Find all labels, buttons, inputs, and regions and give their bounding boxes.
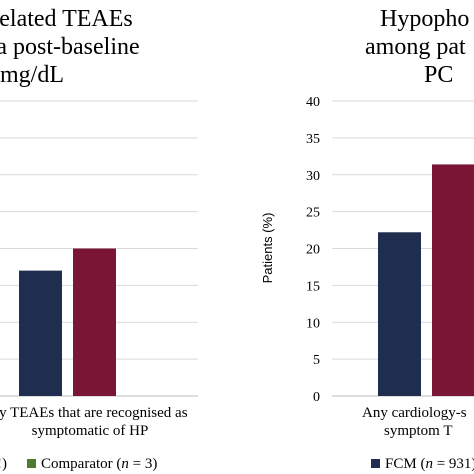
left-chart-title-line-3: mg/dL (0, 62, 64, 88)
left-legend-cutoff-fragment: !) (0, 456, 7, 472)
y-tick-label: 40 (306, 95, 320, 110)
left-category-label-line-1: ay TEAEs that are recognised as (0, 405, 188, 421)
bar-comparator (432, 164, 474, 396)
y-tick-label: 20 (306, 243, 320, 258)
left-plot-area (0, 100, 198, 397)
left-legend: Comparator (n = 3) (27, 456, 157, 472)
right-chart-title-line-1: Hypophо (380, 6, 469, 32)
right-y-axis-label: Patients (%) (260, 213, 275, 284)
legend-label-fcm: FCM (n = 931) (385, 456, 474, 472)
right-chart-title-line-3: PC (424, 62, 453, 88)
right-category-label-line-1: Any cardiology-s (362, 405, 467, 421)
bar-fcm (19, 270, 62, 396)
right-category-label-line-2: symptom T (384, 423, 452, 439)
left-category-label-line-2: symptomatic of HP (32, 423, 149, 439)
right-chart-title-line-2: among pat (365, 34, 466, 60)
y-tick-label: 10 (306, 316, 320, 331)
legend-swatch-fcm (371, 459, 380, 468)
y-tick-label: 25 (306, 206, 320, 221)
y-tick-label: 15 (306, 279, 320, 294)
y-tick-label: 30 (306, 169, 320, 184)
right-legend: FCM (n = 931) (371, 456, 474, 472)
bar-comparator (73, 248, 116, 396)
left-chart-title-line-2: a post-baseline (0, 34, 140, 60)
right-plot-area: 0 5 10 15 20 25 30 35 40 (306, 95, 474, 405)
left-chart-title-line-1: related TEAEs (0, 6, 133, 32)
y-tick-label: 35 (306, 132, 320, 147)
legend-swatch-comparator (27, 459, 36, 468)
y-tick-label: 5 (313, 353, 320, 368)
legend-label-comparator: Comparator (n = 3) (41, 456, 157, 472)
bar-fcm (378, 232, 421, 396)
y-tick-label: 0 (313, 390, 320, 405)
